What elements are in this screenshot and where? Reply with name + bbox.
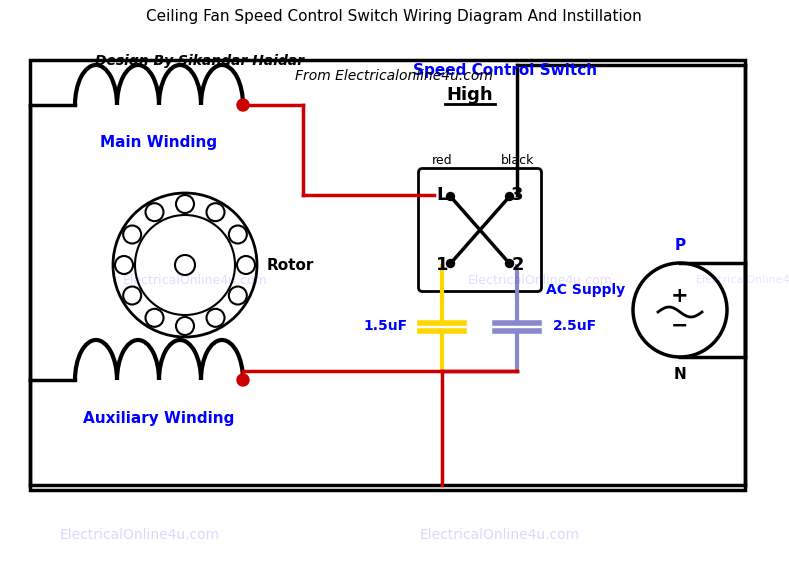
Text: ElectricalOnline4u.com: ElectricalOnline4u.com — [468, 274, 612, 286]
Text: ElectricalOnline4u.com: ElectricalOnline4u.com — [695, 275, 789, 285]
Text: −: − — [671, 316, 689, 336]
Text: Main Winding: Main Winding — [100, 135, 218, 150]
Text: 2.5uF: 2.5uF — [552, 320, 596, 333]
Text: ElectricalOnline4u.com: ElectricalOnline4u.com — [420, 528, 580, 542]
Circle shape — [506, 260, 514, 267]
Text: 1: 1 — [436, 256, 449, 274]
Circle shape — [447, 192, 454, 200]
Circle shape — [447, 260, 454, 267]
Text: AC Supply: AC Supply — [546, 283, 625, 297]
Text: Auxiliary Winding: Auxiliary Winding — [84, 411, 234, 425]
Text: Design By Sikandar Haidar: Design By Sikandar Haidar — [95, 54, 305, 68]
Text: Ceiling Fan Speed Control Switch Wiring Diagram And Instillation: Ceiling Fan Speed Control Switch Wiring … — [146, 9, 642, 24]
Text: ElectricalOnline4u.com: ElectricalOnline4u.com — [60, 528, 220, 542]
Text: P: P — [675, 238, 686, 253]
Text: ElectricalOnline4u.com: ElectricalOnline4u.com — [122, 274, 267, 286]
Text: Speed Control Switch: Speed Control Switch — [413, 63, 597, 78]
Circle shape — [237, 99, 249, 111]
Circle shape — [506, 192, 514, 200]
Text: black: black — [501, 155, 534, 167]
Text: L: L — [437, 185, 448, 203]
Text: High: High — [447, 86, 493, 104]
Text: 1.5uF: 1.5uF — [364, 320, 407, 333]
Text: red: red — [432, 155, 453, 167]
Circle shape — [237, 374, 249, 386]
Text: N: N — [674, 367, 686, 382]
Text: 3: 3 — [511, 185, 524, 203]
Text: Rotor: Rotor — [267, 257, 314, 272]
Text: 2: 2 — [511, 256, 524, 274]
Text: +: + — [671, 286, 689, 306]
Bar — [30, 60, 745, 490]
Text: From Electricalonline4u.com: From Electricalonline4u.com — [295, 69, 493, 83]
